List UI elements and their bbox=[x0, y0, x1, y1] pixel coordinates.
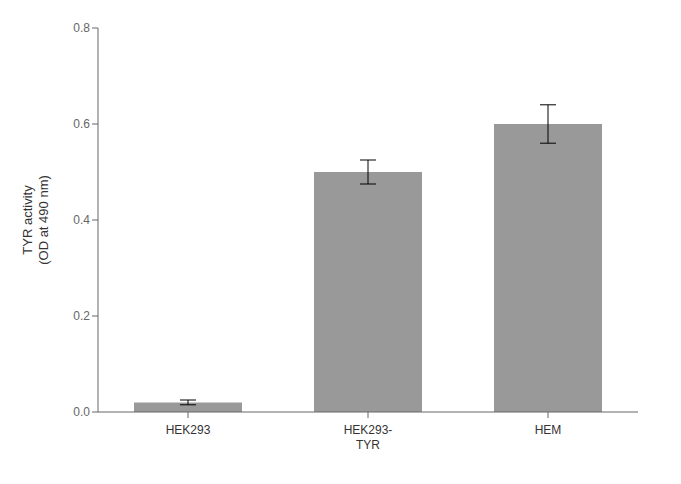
svg-text:0.8: 0.8 bbox=[73, 21, 90, 35]
svg-text:0.0: 0.0 bbox=[73, 405, 90, 419]
svg-text:0.4: 0.4 bbox=[73, 213, 90, 227]
svg-text:HEK293-TYR: HEK293-TYR bbox=[344, 423, 393, 452]
svg-text:HEM: HEM bbox=[535, 423, 562, 437]
svg-text:0.2: 0.2 bbox=[73, 309, 90, 323]
svg-text:0.6: 0.6 bbox=[73, 117, 90, 131]
svg-text:HEK293: HEK293 bbox=[166, 423, 211, 437]
svg-text:TYR activity(OD at 490 nm): TYR activity(OD at 490 nm) bbox=[20, 175, 51, 265]
